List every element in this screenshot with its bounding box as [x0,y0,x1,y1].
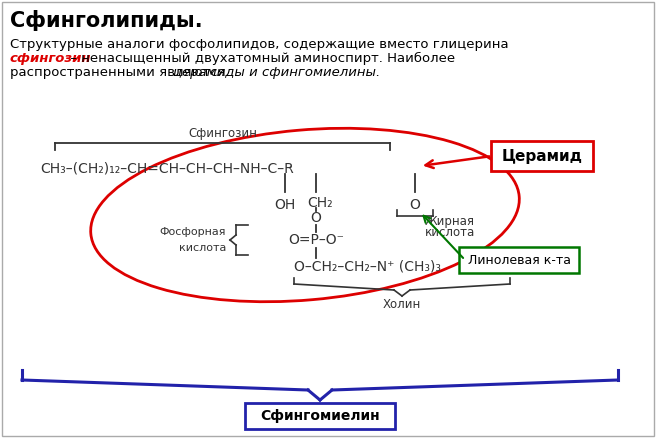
Text: Структурные аналоги фосфолипидов, содержащие вместо глицерина: Структурные аналоги фосфолипидов, содерж… [10,38,508,51]
Text: OH: OH [274,198,296,212]
Text: – ненасыщенный двухатомный аминоспирт. Наиболее: – ненасыщенный двухатомный аминоспирт. Н… [66,52,455,65]
Text: церамиды и сфингомиелины.: церамиды и сфингомиелины. [173,66,380,79]
FancyBboxPatch shape [491,141,593,171]
Text: Холин: Холин [383,298,421,311]
Text: распространенными являются: распространенными являются [10,66,230,79]
Text: O–CH₂–CH₂–N⁺ (CH₃)₃: O–CH₂–CH₂–N⁺ (CH₃)₃ [294,259,441,273]
Text: O: O [409,198,420,212]
FancyBboxPatch shape [245,403,395,429]
Text: Жирная: Жирная [425,215,475,228]
Text: Сфингомиелин: Сфингомиелин [260,409,380,423]
Text: Сфингозин: Сфингозин [188,127,257,140]
Text: кислота: кислота [425,226,475,239]
Text: Фосфорная: Фосфорная [159,227,226,237]
Text: O: O [310,211,321,225]
Text: CH₃–(CH₂)₁₂–CH=CH–CH–CH–NH–C–R: CH₃–(CH₂)₁₂–CH=CH–CH–CH–NH–C–R [40,161,294,175]
Text: CH₂: CH₂ [307,196,333,210]
Text: сфингозин: сфингозин [10,52,91,65]
Text: O=P–O⁻: O=P–O⁻ [288,233,344,247]
FancyBboxPatch shape [459,247,579,273]
Text: кислота: кислота [178,243,226,253]
Text: Сфинголипиды.: Сфинголипиды. [10,10,203,31]
Text: Церамид: Церамид [501,148,583,163]
Text: Линолевая к-та: Линолевая к-та [468,254,571,266]
